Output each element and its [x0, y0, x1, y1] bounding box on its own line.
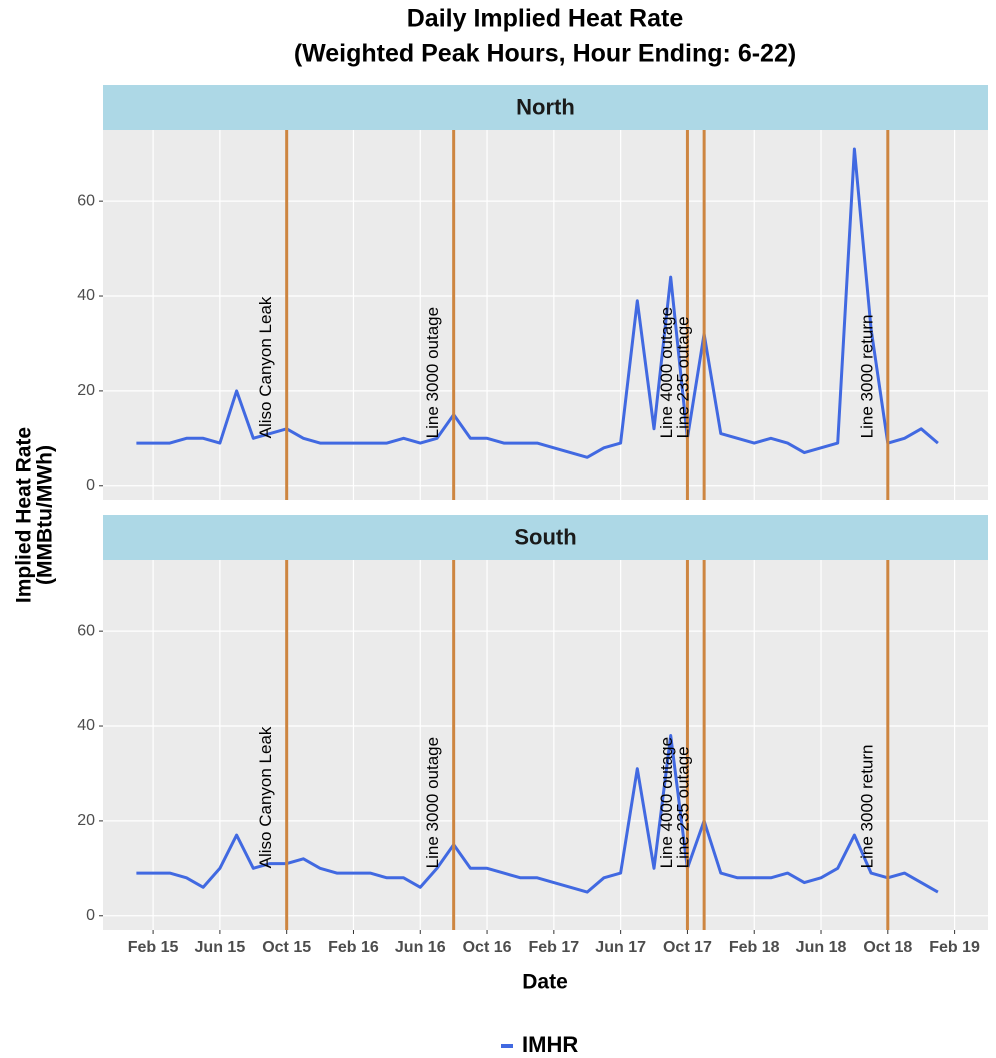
- panel-background: [103, 560, 988, 930]
- legend-label: IMHR: [522, 1032, 578, 1057]
- event-label: Line 3000 return: [857, 745, 876, 869]
- x-tick-label: Oct 16: [463, 939, 512, 956]
- x-tick-label: Feb 15: [128, 939, 179, 956]
- x-tick-label: Oct 15: [262, 939, 311, 956]
- x-tick-label: Jun 16: [395, 939, 446, 956]
- y-tick-label: 60: [77, 622, 95, 639]
- x-tick-label: Jun 18: [796, 939, 847, 956]
- x-tick-label: Feb 16: [328, 939, 379, 956]
- event-label: Aliso Canyon Leak: [256, 296, 275, 438]
- strip-label: South: [514, 524, 576, 549]
- chart-title: Daily Implied Heat Rate: [407, 5, 684, 33]
- panel-background: [103, 130, 988, 500]
- x-tick-label: Feb 18: [729, 939, 780, 956]
- chart-subtitle: (Weighted Peak Hours, Hour Ending: 6-22): [294, 40, 796, 68]
- x-tick-label: Jun 17: [595, 939, 646, 956]
- y-tick-label: 0: [86, 907, 95, 924]
- event-label: Line 235 outage: [674, 316, 693, 438]
- x-axis-label: Date: [522, 971, 568, 994]
- event-label: Line 4000 outage: [657, 737, 676, 868]
- x-tick-label: Feb 19: [929, 939, 980, 956]
- event-label: Line 4000 outage: [657, 307, 676, 438]
- x-tick-label: Oct 17: [663, 939, 712, 956]
- y-tick-label: 20: [77, 812, 95, 829]
- y-tick-label: 40: [77, 287, 95, 304]
- line-series: [136, 147, 939, 459]
- line-series: [136, 734, 939, 894]
- x-tick-label: Oct 18: [863, 939, 912, 956]
- y-tick-label: 0: [86, 477, 95, 494]
- y-tick-label: 60: [77, 192, 95, 209]
- x-tick-label: Jun 15: [195, 939, 246, 956]
- y-axis-label: Implied Heat Rate: [13, 427, 36, 603]
- strip-label: North: [516, 94, 575, 119]
- event-label: Line 3000 outage: [423, 737, 442, 868]
- event-label: Line 3000 outage: [423, 307, 442, 438]
- y-axis-label: (MMBtu/MWh): [34, 445, 57, 585]
- x-tick-label: Feb 17: [529, 939, 580, 956]
- strip: [103, 85, 988, 130]
- y-tick-label: 20: [77, 382, 95, 399]
- event-label: Line 3000 return: [857, 315, 876, 439]
- strip: [103, 515, 988, 560]
- y-tick-label: 40: [77, 717, 95, 734]
- event-label: Line 235 outage: [674, 746, 693, 868]
- event-label: Aliso Canyon Leak: [256, 726, 275, 868]
